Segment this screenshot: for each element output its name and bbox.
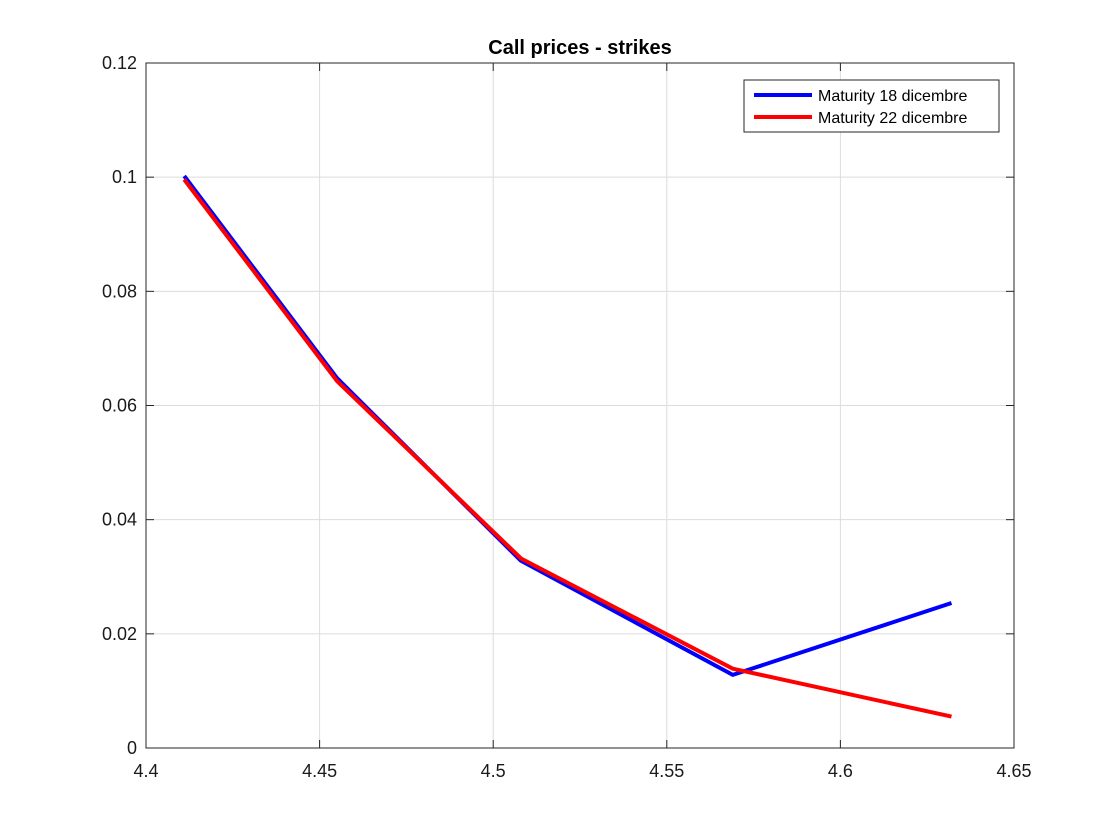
chart-title: Call prices - strikes — [488, 37, 671, 59]
grid — [146, 63, 1014, 748]
legend-label-maturity-22: Maturity 22 dicembre — [818, 110, 967, 127]
y-tick-label: 0 — [127, 738, 137, 758]
legend: Maturity 18 dicembre Maturity 22 dicembr… — [743, 79, 1000, 133]
x-tick-label: 4.55 — [649, 761, 684, 781]
x-tick-label: 4.4 — [133, 761, 158, 781]
x-tick-label: 4.65 — [996, 761, 1031, 781]
series-line-1 — [182, 178, 952, 719]
x-tick-label: 4.5 — [481, 761, 506, 781]
y-tick-label: 0.1 — [112, 167, 137, 187]
series-layer — [182, 174, 953, 719]
y-tick-label: 0.12 — [102, 53, 137, 73]
series-line-0 — [182, 174, 953, 677]
y-tick-label: 0.04 — [102, 510, 137, 530]
axis-ticks: 4.4 4.45 4.5 4.55 4.6 4.65 0 0.02 0.04 0.06 0.08 0.… — [102, 53, 1032, 781]
x-tick-label: 4.45 — [302, 761, 337, 781]
y-tick-label: 0.02 — [102, 624, 137, 644]
y-tick-label: 0.06 — [102, 396, 137, 416]
legend-box — [743, 79, 1000, 133]
legend-label-maturity-18: Maturity 18 dicembre — [818, 88, 967, 105]
x-tick-label: 4.6 — [828, 761, 853, 781]
y-tick-label: 0.08 — [102, 281, 137, 301]
